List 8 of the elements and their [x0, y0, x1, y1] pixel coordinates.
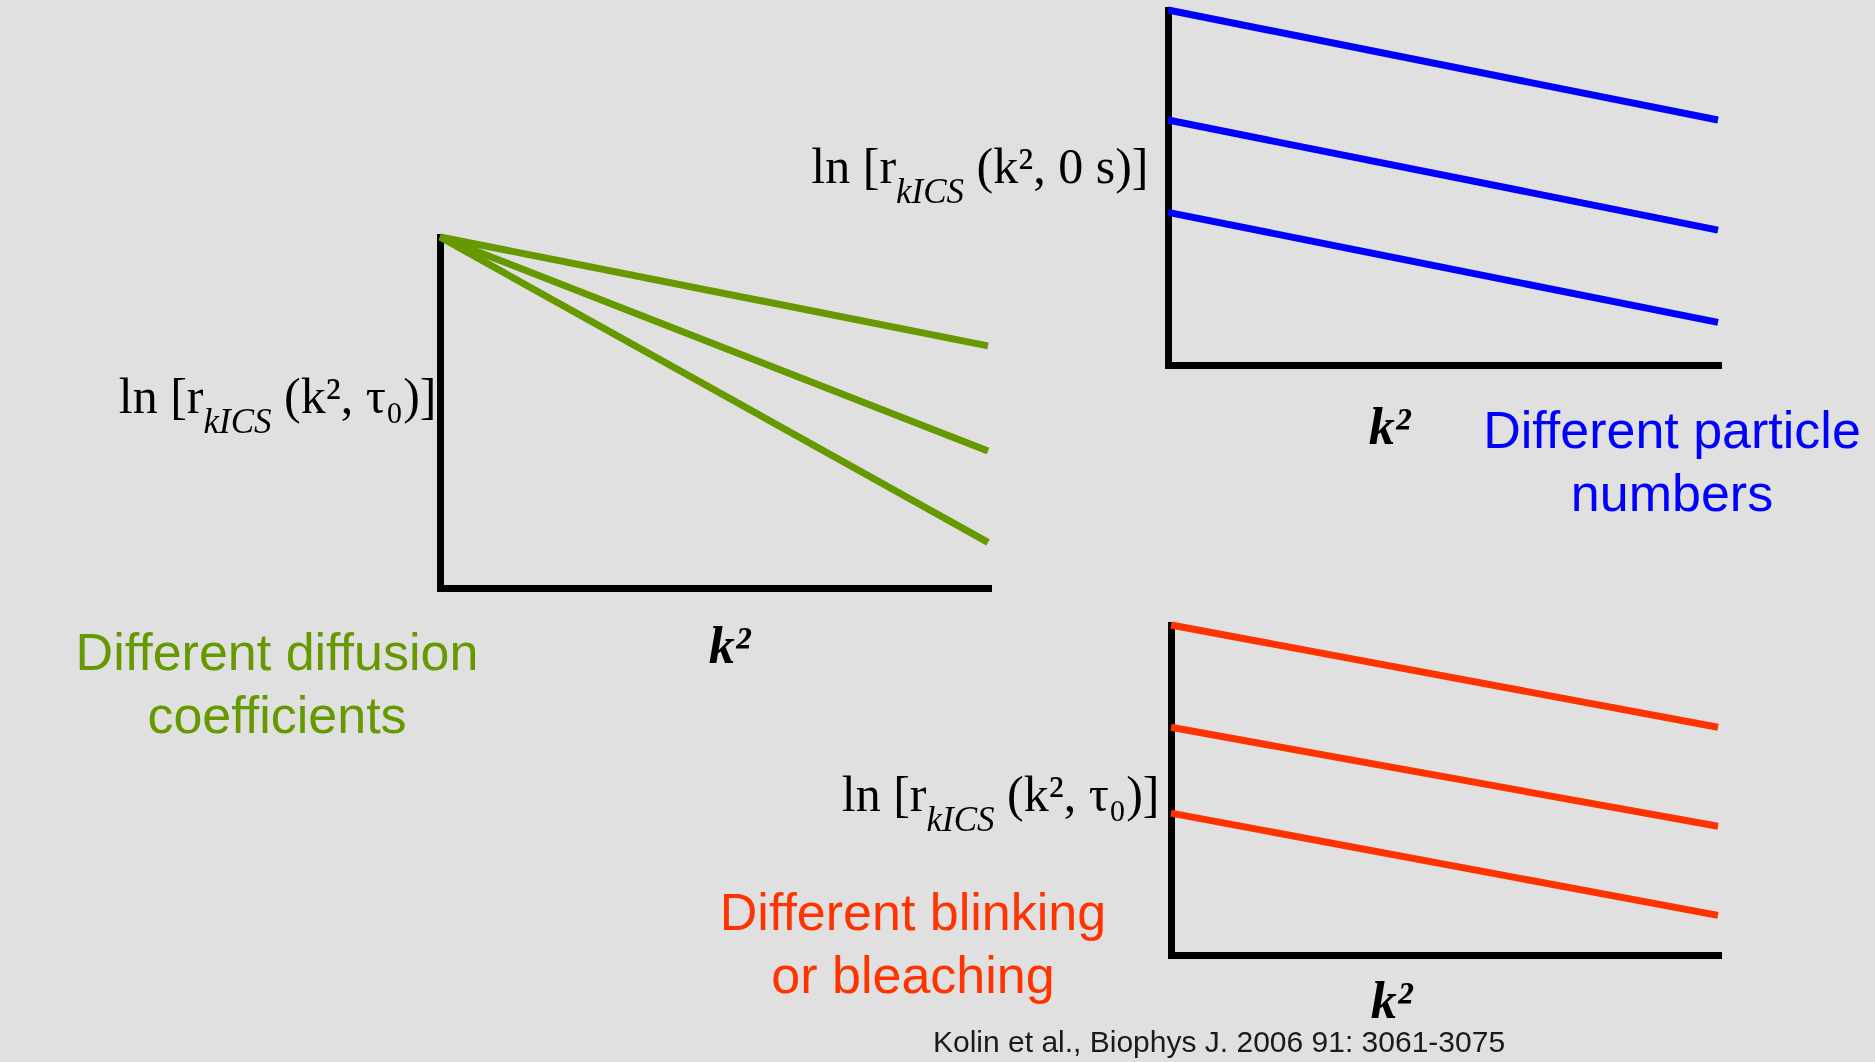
y-axis-title: ln [r$_{kICS}$ (k², τ₀)]	[841, 765, 1160, 838]
y-axis-title: ln [r$_{kICS}$ (k², 0 s)]	[811, 137, 1149, 210]
text: Different diffusion coefficients	[75, 623, 479, 744]
x-axis-title: k²	[1368, 397, 1412, 455]
y-axis-title: ln [r$_{kICS}$ (k², τ₀)]	[118, 367, 437, 440]
text: Different particle numbers	[1483, 401, 1861, 522]
text: Different blinking or bleaching	[719, 883, 1107, 1004]
x-axis-title: k²	[708, 616, 752, 674]
